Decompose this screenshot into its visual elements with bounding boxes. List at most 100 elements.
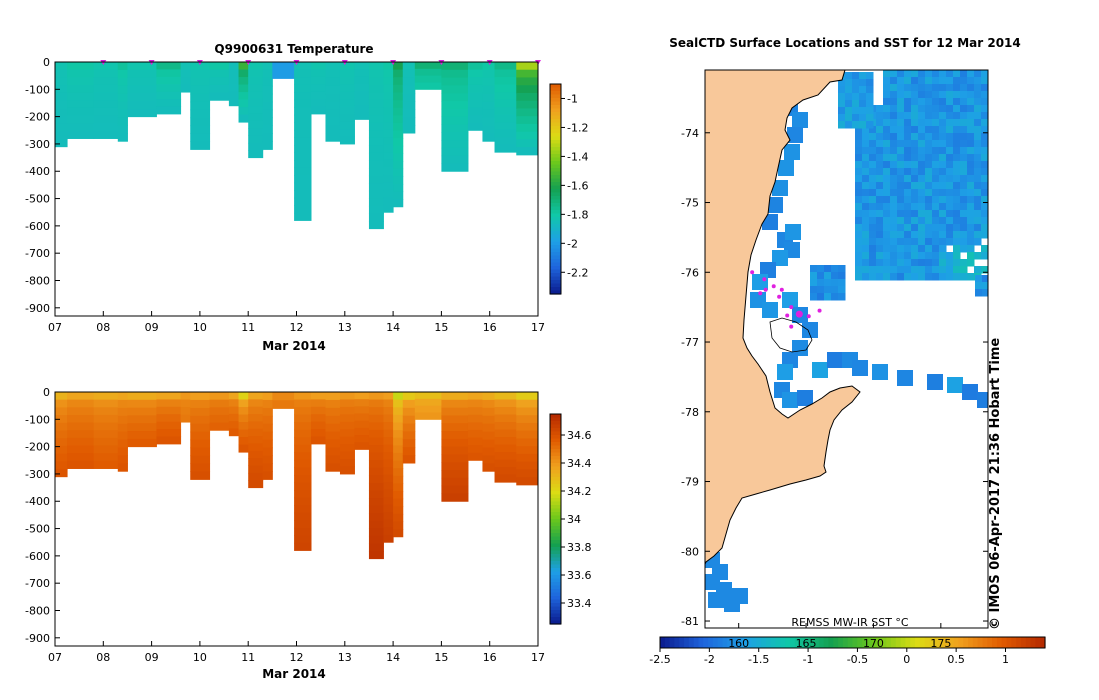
colorbar-segment bbox=[550, 276, 561, 281]
sst-cell bbox=[939, 77, 947, 85]
colorbar-segment bbox=[550, 252, 561, 257]
sst-cell bbox=[911, 77, 919, 85]
sst-cell bbox=[953, 252, 961, 260]
sst-cell bbox=[939, 245, 947, 253]
sst-cell bbox=[953, 119, 961, 127]
sst-cell bbox=[946, 231, 954, 239]
sst-cell bbox=[855, 126, 863, 134]
sst-cell bbox=[859, 100, 867, 108]
sst-cell bbox=[918, 112, 926, 120]
profile-cell bbox=[55, 62, 68, 71]
profile-cell bbox=[262, 439, 273, 449]
profile-cell bbox=[402, 455, 416, 464]
colorbar-segment bbox=[550, 522, 561, 527]
colorbar-tick-label: -2 bbox=[567, 237, 578, 250]
sst-cell bbox=[911, 245, 919, 253]
profile-cell bbox=[117, 399, 128, 409]
profile-cell bbox=[441, 485, 469, 494]
profile-cell bbox=[238, 92, 249, 101]
profile-cell bbox=[180, 392, 191, 401]
profile-cell bbox=[228, 428, 240, 437]
sst-cell bbox=[953, 98, 961, 106]
sst-cell bbox=[883, 168, 891, 176]
sst-cell bbox=[855, 266, 863, 274]
profile-cell bbox=[516, 77, 539, 86]
profile-cell bbox=[368, 198, 384, 207]
profile-cell bbox=[127, 431, 157, 440]
colorbar-segment bbox=[550, 547, 561, 552]
profile-cell bbox=[55, 108, 68, 117]
colorbar-segment bbox=[550, 568, 561, 573]
profile-cell bbox=[354, 427, 370, 436]
profile-cell bbox=[156, 76, 182, 85]
colorbar-segment bbox=[866, 637, 873, 648]
profile-cell bbox=[354, 420, 370, 429]
colorbar-segment bbox=[550, 91, 561, 96]
profile-cell bbox=[383, 159, 394, 168]
profile-cell bbox=[494, 459, 517, 468]
colorbar-segment bbox=[550, 196, 561, 201]
profile-cell bbox=[339, 444, 355, 453]
sst-cell bbox=[845, 121, 853, 129]
sst-cell bbox=[883, 231, 891, 239]
profile-cell bbox=[262, 399, 273, 409]
sst-cell bbox=[897, 252, 905, 260]
colorbar-segment bbox=[550, 536, 561, 541]
sst-cell bbox=[862, 133, 870, 141]
profile-cell bbox=[441, 101, 469, 110]
sst-cell bbox=[918, 189, 926, 197]
profile-cell bbox=[368, 183, 384, 192]
profile-cell bbox=[180, 407, 191, 416]
profile-cell bbox=[516, 422, 539, 432]
colorbar-segment bbox=[833, 637, 839, 648]
sst-cell bbox=[953, 161, 961, 169]
colorbar-tick-label: -2.5 bbox=[649, 653, 670, 666]
profile-cell bbox=[339, 76, 355, 85]
sst-cell bbox=[897, 266, 905, 274]
sst-cell bbox=[869, 224, 877, 232]
colorbar-segment bbox=[550, 189, 561, 194]
sst-cell bbox=[939, 70, 947, 78]
profile-cell bbox=[383, 527, 394, 536]
colorbar-segment bbox=[674, 637, 680, 648]
sst-cell bbox=[855, 182, 863, 190]
profile-cell bbox=[354, 399, 370, 407]
profile-cell bbox=[482, 455, 496, 464]
profile-cell bbox=[393, 392, 404, 401]
profile-cell bbox=[325, 399, 341, 409]
sst-cell bbox=[911, 105, 919, 113]
profile-cell bbox=[494, 114, 517, 123]
sst-cell bbox=[946, 224, 954, 232]
colorbar-segment bbox=[992, 637, 998, 648]
sst-cell bbox=[960, 266, 968, 274]
profile-cell bbox=[339, 399, 355, 408]
sst-cell bbox=[932, 133, 940, 141]
sst-cell bbox=[855, 238, 863, 246]
sst-cell bbox=[981, 119, 988, 127]
sst-cell bbox=[792, 112, 808, 128]
temperature-colorbar: -1-1.2-1.4-1.6-1.8-2-2.2 bbox=[549, 83, 588, 295]
sst-cell bbox=[932, 210, 940, 218]
profile-cell bbox=[294, 392, 312, 401]
profile-cell bbox=[325, 125, 341, 134]
profile-cell bbox=[248, 91, 264, 100]
profile-cell bbox=[294, 429, 312, 438]
colorbar-segment bbox=[550, 185, 561, 190]
sst-cell bbox=[939, 154, 947, 162]
profile-cell bbox=[494, 399, 517, 408]
profile-cell bbox=[325, 109, 341, 118]
profile-cell bbox=[467, 414, 483, 423]
colorbar-segment bbox=[852, 637, 858, 648]
profile-cell bbox=[209, 392, 230, 401]
profile-cell bbox=[383, 399, 394, 408]
profile-cell bbox=[383, 534, 394, 543]
sst-cell bbox=[862, 168, 870, 176]
profile-cell bbox=[339, 451, 355, 460]
profile-cell bbox=[238, 392, 249, 401]
sst-cell bbox=[918, 210, 926, 218]
colorbar-segment bbox=[876, 637, 882, 648]
colorbar-segment bbox=[550, 101, 561, 106]
profile-cell bbox=[368, 520, 384, 529]
sst-cell bbox=[960, 231, 968, 239]
profile-cell bbox=[441, 399, 469, 409]
